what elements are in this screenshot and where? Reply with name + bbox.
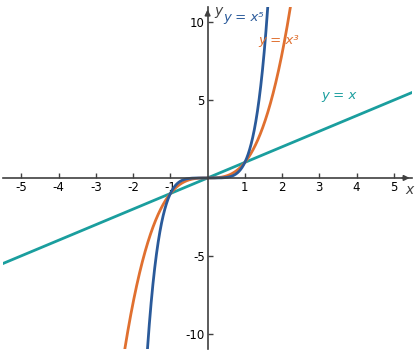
Text: x: x xyxy=(405,183,414,197)
Text: y = x: y = x xyxy=(321,89,357,102)
Text: y = x³: y = x³ xyxy=(258,34,299,48)
Text: y = x⁵: y = x⁵ xyxy=(223,11,264,24)
Text: y: y xyxy=(214,4,222,18)
